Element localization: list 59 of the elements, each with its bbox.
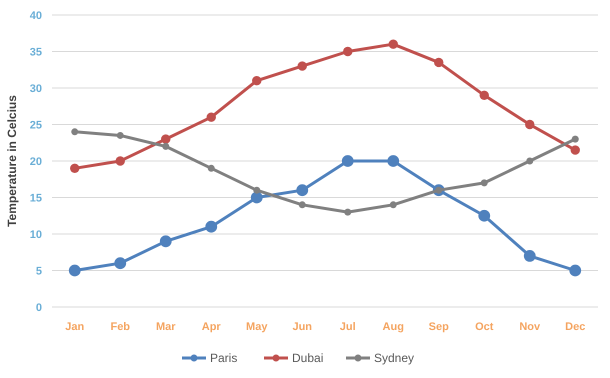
point (343, 46, 352, 56)
point (480, 179, 488, 186)
point (478, 210, 490, 222)
point (434, 58, 444, 68)
point (116, 132, 124, 139)
x-tick-label: Feb (110, 321, 130, 333)
point (524, 250, 536, 262)
y-tick-label: 10 (30, 228, 42, 241)
point (526, 158, 534, 164)
point (570, 145, 580, 155)
y-axis-title: Temperature in Celcius (5, 94, 19, 227)
x-tick-label: Oct (475, 321, 494, 333)
x-tick-label: Sep (428, 321, 450, 333)
point (387, 155, 400, 167)
point (572, 136, 579, 143)
point (116, 156, 125, 166)
point (252, 76, 262, 86)
point (296, 184, 308, 196)
x-tick-label: Apr (202, 321, 222, 333)
x-tick-label: Dec (565, 321, 586, 333)
y-tick-label: 5 (36, 265, 42, 278)
point (250, 192, 263, 204)
point (388, 40, 398, 49)
point (342, 155, 354, 167)
point (71, 128, 78, 136)
point (253, 186, 260, 194)
point (208, 164, 215, 172)
point (298, 201, 306, 208)
point (206, 112, 216, 122)
point (390, 201, 397, 208)
point (68, 264, 81, 276)
x-tick-label: May (246, 321, 268, 333)
x-tick-label: Jan (65, 321, 84, 333)
y-tick-label: 20 (30, 156, 42, 168)
x-tick-label: Nov (519, 321, 542, 333)
legend-label: Paris (210, 351, 238, 366)
point (205, 220, 218, 233)
legend-label: Dubai (292, 351, 324, 366)
x-tick-label: Mar (156, 321, 176, 333)
y-tick-label: 25 (30, 119, 42, 132)
y-tick-label: 30 (30, 82, 42, 95)
legend-label: Sydney (374, 351, 414, 366)
point (160, 235, 172, 248)
x-tick-label: Jun (292, 321, 312, 333)
point (298, 61, 307, 71)
point (114, 257, 126, 270)
point (344, 208, 352, 216)
y-tick-label: 0 (36, 302, 42, 314)
x-tick-label: Aug (382, 321, 404, 333)
y-tick-label: 40 (30, 10, 42, 22)
point (70, 164, 80, 173)
point (161, 134, 170, 144)
point (162, 142, 170, 150)
point (525, 120, 534, 130)
point (480, 90, 489, 100)
y-tick-label: 15 (30, 192, 42, 204)
point (569, 264, 582, 276)
x-tick-label: Jul (340, 321, 356, 333)
y-tick-label: 35 (30, 46, 42, 58)
